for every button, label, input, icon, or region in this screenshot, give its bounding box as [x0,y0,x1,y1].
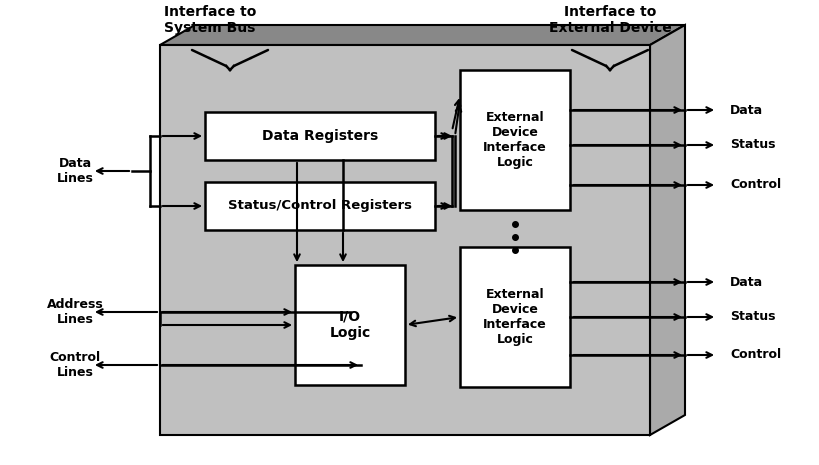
Text: Status/Control Registers: Status/Control Registers [228,199,412,213]
Text: External
Device
Interface
Logic: External Device Interface Logic [483,111,547,169]
Text: Data: Data [730,104,763,117]
Text: Control
Lines: Control Lines [49,351,101,379]
Bar [205,112,435,160]
Bar [460,70,570,210]
Text: Data Registers: Data Registers [262,129,378,143]
Text: Interface to
System Bus: Interface to System Bus [164,5,256,35]
Polygon shape [160,25,685,45]
Text: External
Device
Interface
Logic: External Device Interface Logic [483,288,547,346]
Text: Interface to
External Device: Interface to External Device [549,5,672,35]
Bar [205,182,435,230]
Bar [160,45,650,435]
Polygon shape [650,25,685,435]
Bar [460,247,570,387]
Text: Control: Control [730,348,781,361]
Text: Control: Control [730,179,781,192]
Text: Data
Lines: Data Lines [57,157,93,185]
Text: Address
Lines: Address Lines [47,298,103,326]
Text: Data: Data [730,275,763,288]
Bar [295,265,405,385]
Text: I/O
Logic: I/O Logic [329,310,371,340]
Text: Status: Status [730,139,776,152]
Text: Status: Status [730,311,776,324]
